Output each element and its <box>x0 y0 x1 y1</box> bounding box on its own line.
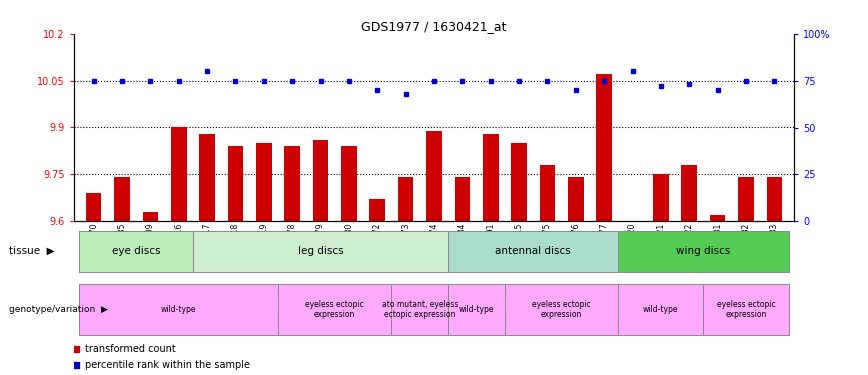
Bar <box>115 177 130 221</box>
Bar <box>455 177 470 221</box>
Text: percentile rank within the sample: percentile rank within the sample <box>84 360 250 370</box>
Bar <box>653 174 668 221</box>
Bar <box>256 143 272 221</box>
FancyBboxPatch shape <box>703 284 788 334</box>
Bar <box>200 134 215 221</box>
Bar <box>398 177 413 221</box>
Bar <box>738 177 753 221</box>
Bar <box>285 146 300 221</box>
Text: eyeless ectopic
expression: eyeless ectopic expression <box>717 300 775 319</box>
Bar <box>370 200 385 221</box>
Bar <box>227 146 243 221</box>
Bar <box>426 130 442 221</box>
FancyBboxPatch shape <box>618 231 788 272</box>
FancyBboxPatch shape <box>448 231 618 272</box>
Bar <box>710 215 726 221</box>
Bar <box>341 146 357 221</box>
Bar <box>596 74 612 221</box>
Text: tissue  ▶: tissue ▶ <box>9 246 55 256</box>
Text: antennal discs: antennal discs <box>496 246 571 256</box>
Text: eye discs: eye discs <box>112 246 161 256</box>
Bar <box>766 177 782 221</box>
Bar <box>171 128 187 221</box>
FancyBboxPatch shape <box>193 231 448 272</box>
FancyBboxPatch shape <box>80 231 193 272</box>
Bar <box>142 212 158 221</box>
Bar <box>540 165 556 221</box>
Bar <box>511 143 527 221</box>
Text: genotype/variation  ▶: genotype/variation ▶ <box>9 305 108 314</box>
Text: wild-type: wild-type <box>459 305 494 314</box>
Text: eyeless ectopic
expression: eyeless ectopic expression <box>532 300 591 319</box>
Bar <box>86 193 102 221</box>
Text: wild-type: wild-type <box>643 305 679 314</box>
Text: wing discs: wing discs <box>676 246 731 256</box>
Text: wild-type: wild-type <box>161 305 196 314</box>
FancyBboxPatch shape <box>391 284 448 334</box>
FancyBboxPatch shape <box>80 284 278 334</box>
Text: eyeless ectopic
expression: eyeless ectopic expression <box>306 300 364 319</box>
FancyBboxPatch shape <box>505 284 618 334</box>
Text: ato mutant, eyeless
ectopic expression: ato mutant, eyeless ectopic expression <box>382 300 458 319</box>
FancyBboxPatch shape <box>618 284 703 334</box>
Bar <box>312 140 328 221</box>
FancyBboxPatch shape <box>448 284 505 334</box>
Title: GDS1977 / 1630421_at: GDS1977 / 1630421_at <box>361 20 507 33</box>
Text: leg discs: leg discs <box>298 246 344 256</box>
Text: transformed count: transformed count <box>84 344 175 354</box>
Bar <box>681 165 697 221</box>
Bar <box>483 134 498 221</box>
FancyBboxPatch shape <box>278 284 391 334</box>
Bar <box>568 177 583 221</box>
